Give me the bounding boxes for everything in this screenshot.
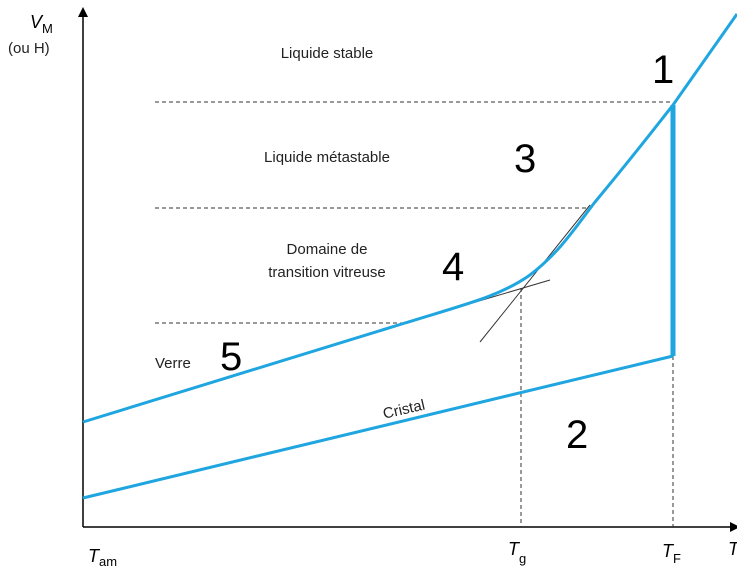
x-axis-label: T	[728, 539, 737, 559]
tick-label: Tam	[88, 546, 117, 569]
tangent-line	[479, 204, 591, 343]
marker-number: 5	[220, 335, 242, 379]
tick-label: TF	[662, 541, 681, 566]
region-label: transition vitreuse	[268, 264, 386, 281]
y-axis-label: VM	[30, 12, 53, 36]
region-label: Liquide métastable	[264, 149, 390, 166]
marker-number: 2	[566, 413, 588, 457]
region-label: Liquide stable	[281, 45, 374, 62]
region-label: Cristal	[381, 397, 426, 423]
tick-label: Tg	[508, 539, 526, 566]
marker-number: 1	[652, 48, 674, 92]
marker-number: 4	[442, 245, 464, 289]
region-label: Domaine de	[287, 241, 368, 258]
region-label: Verre	[155, 355, 191, 372]
marker-number: 3	[514, 137, 536, 181]
crystal-line	[82, 354, 674, 500]
liquid-glass-curve	[82, 13, 737, 424]
y-axis-alt-label: (ou H)	[8, 40, 50, 57]
